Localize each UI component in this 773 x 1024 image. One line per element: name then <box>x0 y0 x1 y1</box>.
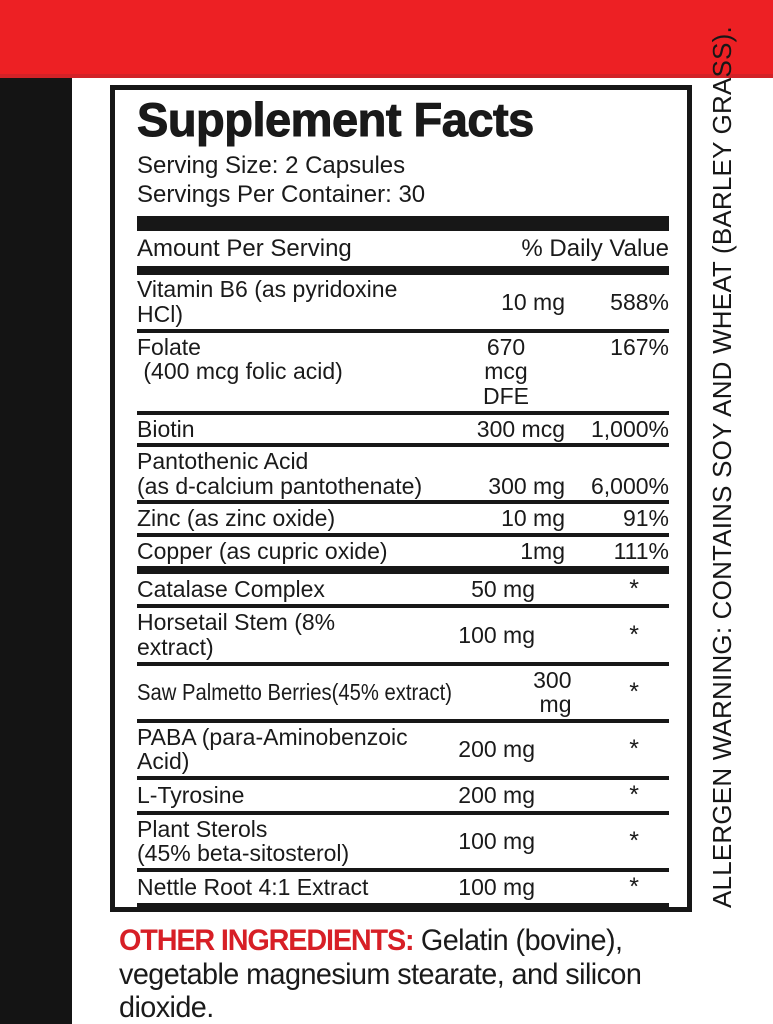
ingredient-daily-value: * <box>566 909 669 912</box>
fact-row: Pantothenic Acid (as d-calcium pantothen… <box>137 447 669 505</box>
fact-row: Biotin 300 mcg 1,000% <box>137 415 669 448</box>
fact-row: Nettle Root 4:1 Extract 100 mg * <box>137 872 669 907</box>
ingredient-amount: 300 mg <box>533 666 572 718</box>
fact-row: Chlorella Extract (2% Chlorophyll) 20 mg* <box>137 907 669 912</box>
ingredient-amount: 670 mcg DFE <box>483 333 529 409</box>
fact-row: L-Tyrosine 200 mg * <box>137 780 669 815</box>
fact-row: Vitamin B6 (as pyridoxine HCl) 10 mg 588% <box>137 275 669 333</box>
ingredient-daily-value: 6,000% <box>590 472 669 499</box>
ingredient-daily-value: * <box>629 677 639 706</box>
allergen-warning-vertical-text: ALLERGEN WARNING: CONTAINS SOY AND WHEAT… <box>707 26 737 908</box>
ingredient-daily-value: 91% <box>622 505 669 532</box>
fact-row: Saw Palmetto Berries(45% extract) 300 mg * <box>137 666 669 723</box>
ingredient-daily-value: * <box>629 620 639 649</box>
ingredient-daily-value: 167% <box>610 333 669 360</box>
ingredient-name: Vitamin B6 (as pyridoxine HCl) <box>137 276 404 328</box>
supplement-facts-title: Supplement Facts <box>137 93 535 146</box>
ingredient-amount: 200 mg <box>458 736 535 763</box>
ingredient-name: Chlorella Extract (2% Chlorophyll) <box>137 910 441 912</box>
left-black-bar <box>0 78 72 1024</box>
ingredient-name: L-Tyrosine <box>137 782 245 809</box>
ingredient-name: Nettle Root 4:1 Extract <box>137 874 369 900</box>
other-ingredients-line1: Gelatin (bovine), <box>413 924 623 957</box>
ingredient-amount: 50 mg <box>471 575 535 602</box>
ingredient-name: Plant Sterols (45% beta-sitosterol) <box>137 815 350 867</box>
ingredient-amount: 100 mg <box>458 828 535 855</box>
servings-per-container: Servings Per Container: 30 <box>137 180 426 208</box>
ingredient-name: Pantothenic Acid (as d-calcium pantothen… <box>137 448 423 499</box>
ingredient-amount: 300 mcg <box>476 415 565 442</box>
ingredient-amount: 200 mg <box>458 782 535 809</box>
other-ingredients-label: OTHER INGREDIENTS: <box>119 924 415 957</box>
ingredient-amount: 10 mg <box>501 505 565 532</box>
serving-info: Serving Size: 2 Capsules Servings Per Co… <box>137 152 669 210</box>
separator-bar-top <box>137 216 669 232</box>
ingredient-name: Folate (400 mcg folic acid) <box>137 333 343 385</box>
ingredient-daily-value: * <box>629 826 639 855</box>
separator-bar-header <box>137 266 669 276</box>
fact-row: Catalase Complex 50 mg * <box>137 574 669 609</box>
fact-row: Plant Sterols (45% beta-sitosterol) 100 m… <box>137 815 669 872</box>
facts-header-row: Amount Per Serving % Daily Value <box>137 231 669 266</box>
fact-row: Folate (400 mcg folic acid) 670 mcg DFE 16… <box>137 333 669 415</box>
ingredient-name: Copper (as cupric oxide) <box>137 537 388 564</box>
fact-row: Zinc (as zinc oxide) 10 mg 91% <box>137 504 669 537</box>
fact-row: Horsetail Stem (8% extract) 100 mg * <box>137 608 669 666</box>
amount-per-serving-header: Amount Per Serving <box>137 235 352 263</box>
ingredient-amount: 20 mg <box>482 910 565 912</box>
serving-size: Serving Size: 2 Capsules <box>137 151 406 179</box>
ingredient-name: Catalase Complex <box>137 575 325 602</box>
ingredient-amount: 300 mg <box>488 472 565 499</box>
ingredient-daily-value: 111% <box>613 537 669 564</box>
ingredient-name: Saw Palmetto Berries(45% extract) <box>137 678 452 705</box>
other-ingredients-line2: vegetable magnesium stearate, and silico… <box>119 957 642 1024</box>
supplement-facts-panel: Supplement Facts Serving Size: 2 Capsule… <box>110 85 692 912</box>
ingredient-name: Zinc (as zinc oxide) <box>137 505 336 532</box>
ingredient-daily-value: * <box>629 734 639 763</box>
ingredient-daily-value: * <box>629 780 639 809</box>
top-red-band <box>0 0 773 78</box>
daily-value-header: % Daily Value <box>521 235 669 263</box>
ingredient-amount: 1mg <box>520 537 565 564</box>
ingredient-daily-value: 588% <box>610 288 669 315</box>
fact-row: Copper (as cupric oxide) 1mg 111% <box>137 537 669 574</box>
fact-row: PABA (para-Aminobenzoic Acid) 200 mg * <box>137 723 669 780</box>
facts-rows: Vitamin B6 (as pyridoxine HCl) 10 mg 588% F… <box>137 275 669 912</box>
ingredient-daily-value: * <box>629 574 639 603</box>
ingredient-daily-value: 1,000% <box>590 415 669 442</box>
ingredient-daily-value: * <box>629 872 639 901</box>
ingredient-name: Biotin <box>137 415 195 442</box>
ingredient-amount: 100 mg <box>458 621 535 648</box>
ingredient-amount: 100 mg <box>458 874 535 900</box>
ingredient-name: Horsetail Stem (8% extract) <box>137 609 342 660</box>
other-ingredients-block: OTHER INGREDIENTS: Gelatin (bovine), veg… <box>119 924 724 1024</box>
ingredient-amount: 10 mg <box>501 288 565 315</box>
ingredient-name: PABA (para-Aminobenzoic Acid) <box>137 723 413 775</box>
